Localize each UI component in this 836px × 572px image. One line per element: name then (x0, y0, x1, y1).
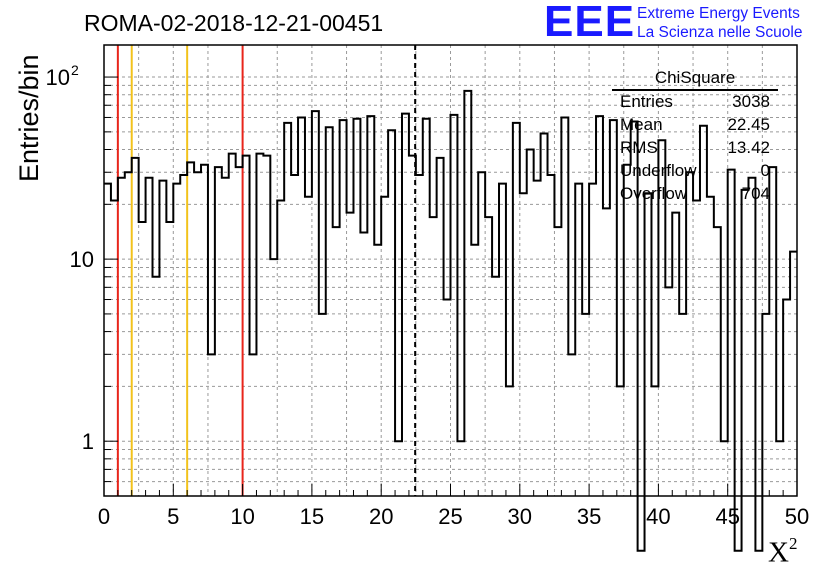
x-tick-label: 45 (715, 504, 739, 529)
x-tick-label: 40 (646, 504, 670, 529)
reference-lines (116, 45, 417, 496)
histogram-outline (104, 89, 797, 552)
stats-label: Overflow (620, 184, 688, 203)
x-tick-label: 50 (785, 504, 809, 529)
x-tick-label: 10 (230, 504, 254, 529)
x-tick-label: 20 (369, 504, 393, 529)
x-tick-label: 30 (508, 504, 532, 529)
stats-label: RMS (620, 138, 658, 157)
y-tick-label: 1 (82, 429, 94, 454)
stats-title: ChiSquare (654, 68, 736, 87)
x-tick-label: 5 (167, 504, 179, 529)
x-axis-label-exponent: 2 (788, 534, 798, 553)
y-tick-label: 10 (46, 65, 70, 90)
stats-box: ChiSquare Entries 3038 Mean 22.45 RMS 13… (612, 68, 778, 208)
axis-ticks (103, 76, 798, 497)
grid-lines (104, 45, 797, 497)
y-tick-label: 10 (70, 247, 94, 272)
logo-text: Extreme Energy Events La Scienza nelle S… (637, 4, 802, 42)
y-axis-label: Entries/bin (14, 54, 44, 182)
y-tick-label-exponent: 2 (71, 62, 79, 78)
stats-label: Entries (620, 92, 673, 111)
x-tick-label: 0 (98, 504, 110, 529)
stats-value: 22.45 (727, 115, 770, 134)
stats-divider (612, 89, 778, 91)
eee-logo: EEE Extreme Energy Events La Scienza nel… (544, 0, 834, 46)
stats-value: 13.42 (727, 138, 770, 157)
y-axis-label-wrap: Entries/bin (12, 54, 44, 192)
stats-label: Underflow (620, 161, 697, 180)
logo-mark: EEE (544, 0, 636, 46)
stats-value: 0 (760, 161, 770, 180)
stats-label: Mean (620, 115, 663, 134)
logo-line-2: La Scienza nelle Scuole (637, 24, 803, 41)
x-axis-label-base: X (768, 536, 789, 569)
x-tick-label: 35 (577, 504, 601, 529)
stats-value: 704 (741, 184, 770, 203)
x-tick-label: 25 (438, 504, 462, 529)
logo-line-1: Extreme Energy Events (637, 5, 800, 22)
chart-title: ROMA-02-2018-12-21-00451 (84, 10, 384, 36)
x-tick-label: 15 (300, 504, 324, 529)
stats-value: 3038 (732, 92, 770, 111)
x-axis-label: X2 (768, 534, 798, 570)
